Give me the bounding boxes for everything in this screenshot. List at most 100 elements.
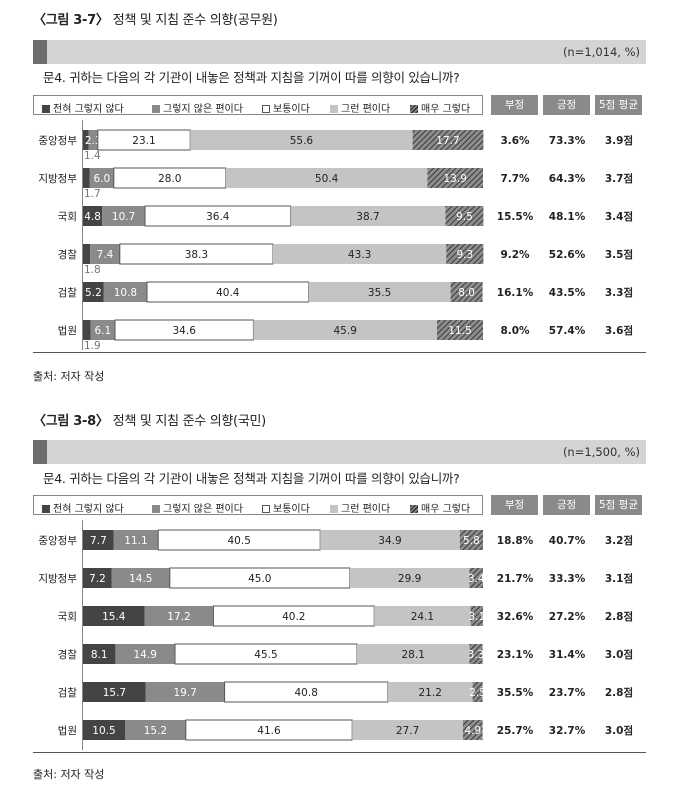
negative-value: 23.1%	[497, 649, 534, 661]
data-label-agree: 43.3	[348, 249, 371, 261]
legend-item: 전혀 그렇지 않다	[42, 500, 124, 515]
data-label-strongly-disagree: 1.4	[84, 150, 101, 162]
data-label-neutral: 38.3	[185, 249, 208, 261]
average-value: 3.4점	[605, 211, 633, 223]
bar-segment-disagree	[90, 244, 120, 264]
bar-segment-agree	[320, 530, 460, 550]
bar-segment-agree	[273, 244, 447, 264]
data-label-disagree: 11.1	[124, 535, 147, 547]
bar-segment-strongly-disagree	[83, 720, 125, 740]
average-value: 3.2점	[605, 535, 633, 547]
average-value: 3.6점	[605, 325, 633, 337]
data-label-strongly-disagree: 8.1	[91, 649, 108, 661]
header-average: 5점 평균	[595, 495, 642, 515]
bar-segment-agree	[374, 606, 471, 626]
legend-item: 전혀 그렇지 않다	[42, 100, 124, 115]
legend-swatch	[152, 104, 160, 113]
average-value: 2.8점	[605, 611, 633, 623]
bar-segment-strongly-disagree	[83, 644, 116, 664]
data-label-disagree: 10.8	[114, 287, 137, 299]
bar-segment-strongly-agree	[450, 282, 483, 302]
legend-item: 매우 그렇다	[410, 500, 470, 515]
chart-row: 국회 15.4 17.2 40.2 24.1 3.1 32.6% 27.2% 2.8점	[58, 605, 633, 627]
positive-value: 57.4%	[549, 325, 586, 337]
negative-value: 9.2%	[500, 249, 530, 261]
negative-value: 18.8%	[497, 535, 534, 547]
bar-segment-strongly-agree	[412, 130, 484, 150]
data-label-disagree: 15.2	[144, 725, 167, 737]
data-label-strongly-agree: 9.5	[456, 211, 473, 223]
bar-segment-disagree	[115, 644, 175, 664]
header-negative: 부정	[491, 495, 538, 515]
data-label-agree: 55.6	[290, 135, 314, 147]
data-label-strongly-agree: 3.1	[468, 611, 485, 623]
legend-label: 전혀 그렇지 않다	[53, 504, 124, 515]
category-label: 법원	[58, 325, 77, 337]
legend-label: 그런 편이다	[341, 504, 391, 515]
data-label-agree: 24.1	[411, 611, 434, 623]
category-label: 지방정부	[38, 173, 77, 185]
bar-segment-strongly-disagree	[83, 530, 114, 550]
data-label-disagree: 10.7	[112, 211, 135, 223]
negative-value: 25.7%	[497, 725, 534, 737]
positive-value: 73.3%	[549, 135, 586, 147]
legend-item: 보통이다	[262, 500, 310, 515]
chart-row: 법원 1.9 6.1 34.6 45.9 11.5 8.0% 57.4% 3.6점	[58, 319, 633, 352]
data-label-disagree: 6.1	[94, 325, 111, 337]
average-value: 3.1점	[605, 573, 633, 585]
bar-segment-disagree	[144, 606, 214, 626]
bar-segment-disagree	[90, 320, 115, 340]
bar-segment-agree	[290, 206, 446, 226]
category-label: 경찰	[58, 248, 78, 261]
data-label-disagree: 6.0	[93, 173, 110, 185]
figure-number: 〈그림 3-8〉	[33, 414, 109, 429]
positive-value: 40.7%	[549, 535, 586, 547]
chart-row: 검찰 5.2 10.8 40.4 35.5 8.0 16.1% 43.5% 3.3점	[58, 281, 633, 303]
legend-swatch	[152, 504, 160, 513]
bar-segment-strongly-agree	[469, 644, 483, 664]
positive-value: 23.7%	[549, 687, 586, 699]
negative-value: 7.7%	[500, 173, 530, 185]
bar-segment-strongly-disagree	[83, 568, 112, 588]
bar-segment-disagree	[89, 168, 114, 188]
legend-swatch	[42, 504, 50, 513]
data-label-strongly-agree: 11.5	[448, 325, 471, 337]
data-label-strongly-agree: 9.3	[456, 249, 473, 261]
positive-value: 33.3%	[549, 573, 586, 585]
data-label-agree: 38.7	[356, 211, 379, 223]
header-band: (n=1,500, %)	[33, 440, 646, 464]
data-label-strongly-disagree: 1.8	[84, 264, 101, 276]
data-label-strongly-disagree: 15.4	[102, 611, 126, 623]
figure-title-text: 정책 및 지침 준수 의향(공무원)	[112, 13, 278, 28]
bar-segment-strongly-disagree	[83, 682, 146, 702]
bar-segment-agree	[349, 568, 470, 588]
data-label-strongly-disagree: 1.9	[84, 340, 101, 352]
data-label-strongly-agree: 5.8	[463, 535, 480, 547]
negative-value: 35.5%	[497, 687, 534, 699]
data-label-disagree: 19.7	[174, 687, 197, 699]
legend-swatch	[262, 104, 270, 113]
bar-segment-agree	[190, 130, 413, 150]
data-label-disagree: 14.9	[134, 649, 157, 661]
chart-row: 지방정부 1.7 6.0 28.0 50.4 13.9 7.7% 64.3% 3.7점	[38, 167, 633, 200]
positive-value: 27.2%	[549, 611, 586, 623]
positive-value: 64.3%	[549, 173, 586, 185]
legend-label: 보통이다	[273, 504, 310, 515]
source-note: 출처: 저자 작성	[33, 768, 105, 781]
average-value: 3.7점	[605, 173, 633, 185]
data-label-strongly-disagree: 10.5	[92, 725, 115, 737]
bar-segment-strongly-agree	[427, 168, 483, 188]
average-value: 3.0점	[605, 725, 633, 737]
bar-segment-strongly-agree	[472, 682, 483, 702]
data-label-strongly-disagree: 5.2	[85, 287, 102, 299]
negative-value: 16.1%	[497, 287, 534, 299]
chart-row: 국회 4.8 10.7 36.4 38.7 9.5 15.5% 48.1% 3.4점	[58, 205, 633, 227]
category-label: 중앙정부	[38, 135, 77, 147]
legend: 전혀 그렇지 않다 그렇지 않은 편이다 보통이다 그런 편이다 매우 그렇다	[33, 95, 483, 115]
bar-segment-strongly-agree	[445, 206, 484, 226]
data-label-neutral: 28.0	[158, 173, 181, 185]
chart-row: 중앙정부 7.7 11.1 40.5 34.9 5.8 18.8% 40.7% 3.2점	[38, 529, 633, 551]
legend-item: 그런 편이다	[330, 100, 390, 115]
data-label-neutral: 23.1	[132, 135, 155, 147]
